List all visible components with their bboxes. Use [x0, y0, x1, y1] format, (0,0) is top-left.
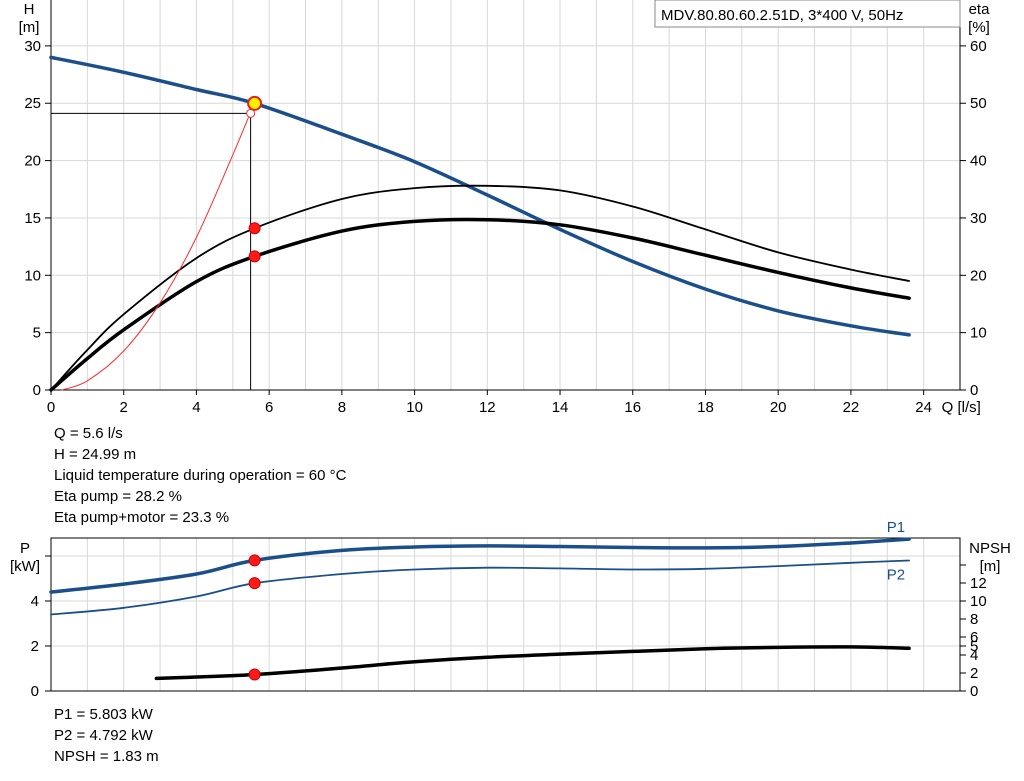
- y-left-axis-label: H: [24, 1, 35, 18]
- y-right-tick-label: 10: [970, 325, 987, 342]
- y-right-tick-label: 0: [970, 382, 978, 399]
- bottom-y-right-axis-label: NPSH: [969, 540, 1011, 557]
- y-left-tick-label: 0: [33, 382, 41, 399]
- bottom-y-right-tick-label: 2: [970, 665, 978, 682]
- bottom-y-left-tick-label: 0: [31, 683, 39, 700]
- bottom-panel-frame: [50, 537, 961, 692]
- y-right-tick-label: 60: [970, 38, 987, 55]
- top-series-line-3: [61, 110, 252, 391]
- bottom-y-left-axis-label: [kW]: [10, 558, 40, 575]
- readout-line: Liquid temperature during operation = 60…: [54, 467, 347, 484]
- readout-line: P1 = 5.803 kW: [54, 706, 153, 723]
- top-series-line-0: [49, 55, 911, 337]
- bottom-readout: P1 = 5.803 kW P2 = 4.792 kW NPSH = 1.83 m: [54, 704, 159, 767]
- y-right-tick-label: 40: [970, 153, 987, 170]
- top-series-line-2: [49, 217, 911, 392]
- title-box: [654, 0, 961, 28]
- y-right-axis-label: [%]: [968, 19, 990, 36]
- x-tick-label: 2: [120, 399, 128, 416]
- y-left-tick-label: 20: [24, 153, 41, 170]
- x-tick-label: 4: [192, 399, 200, 416]
- series-label-p2: P2: [887, 567, 905, 584]
- y-right-tick-label: 30: [970, 210, 987, 227]
- x-tick-label: 8: [338, 399, 346, 416]
- bottom-series-line-1: [50, 559, 910, 616]
- x-tick-label: 16: [624, 399, 641, 416]
- p2-marker: [248, 577, 261, 590]
- y-right-tick-label: 50: [970, 95, 987, 112]
- top-readout: Q = 5.6 l/s H = 24.99 m Liquid temperature…: [54, 423, 346, 528]
- readout-line: Eta pump+motor = 23.3 %: [54, 509, 230, 526]
- p1-marker: [248, 554, 261, 567]
- y-left-axis-label: [m]: [19, 19, 40, 36]
- x-tick-label: 0: [47, 399, 55, 416]
- bottom-y-right-tick-label: 4: [970, 647, 978, 664]
- bottom-y-left-tick-label: 4: [31, 593, 39, 610]
- y-right-tick-label: 20: [970, 267, 987, 284]
- duty-point-marker: [247, 95, 263, 111]
- eta-total-marker: [248, 250, 261, 263]
- bottom-y-right-tick-label: 8: [970, 611, 978, 628]
- x-tick-label: 18: [697, 399, 714, 416]
- series-label-p1: P1: [887, 519, 905, 536]
- readout-line: H = 24.99 m: [54, 446, 137, 463]
- bottom-y-right-tick-label: 0: [970, 683, 978, 700]
- bottom-series-line-0: [49, 537, 911, 594]
- y-left-tick-label: 5: [33, 325, 41, 342]
- readout-line: Q = 5.6 l/s: [54, 425, 123, 442]
- x-tick-label: 24: [915, 399, 932, 416]
- x-tick-label: 6: [265, 399, 273, 416]
- bottom-y-right-tick-label: 10: [970, 593, 987, 610]
- y-left-tick-label: 10: [24, 267, 41, 284]
- readout-line: Eta pump = 28.2 %: [54, 488, 182, 505]
- x-tick-label: 22: [843, 399, 860, 416]
- y-right-axis-label: eta: [969, 1, 991, 18]
- y-left-tick-label: 30: [24, 38, 41, 55]
- x-tick-label: 20: [770, 399, 787, 416]
- bottom-y-right-tick-label: 12: [970, 575, 987, 592]
- top-series-line-1: [50, 184, 910, 391]
- bottom-y-left-axis-label: P: [20, 540, 30, 557]
- x-tick-label: 12: [479, 399, 496, 416]
- eta-pump-marker: [248, 222, 261, 235]
- x-tick-label: 10: [406, 399, 423, 416]
- x-tick-label: 14: [552, 399, 569, 416]
- bottom-y-right-tick-label: 6: [970, 629, 978, 646]
- bottom-y-right-tick-label: 5: [970, 638, 978, 655]
- y-left-tick-label: 15: [24, 210, 41, 227]
- npsh-marker: [248, 668, 261, 681]
- bottom-y-right-axis-label: [m]: [980, 558, 1001, 575]
- readout-line: P2 = 4.792 kW: [54, 727, 153, 744]
- readout-line: NPSH = 1.83 m: [54, 748, 159, 765]
- x-axis-label: Q [l/s]: [942, 399, 981, 416]
- bottom-y-left-tick-label: 2: [31, 638, 39, 655]
- y-left-tick-label: 25: [24, 95, 41, 112]
- chart-title: MDV.80.80.60.2.51D, 3*400 V, 50Hz: [661, 7, 903, 24]
